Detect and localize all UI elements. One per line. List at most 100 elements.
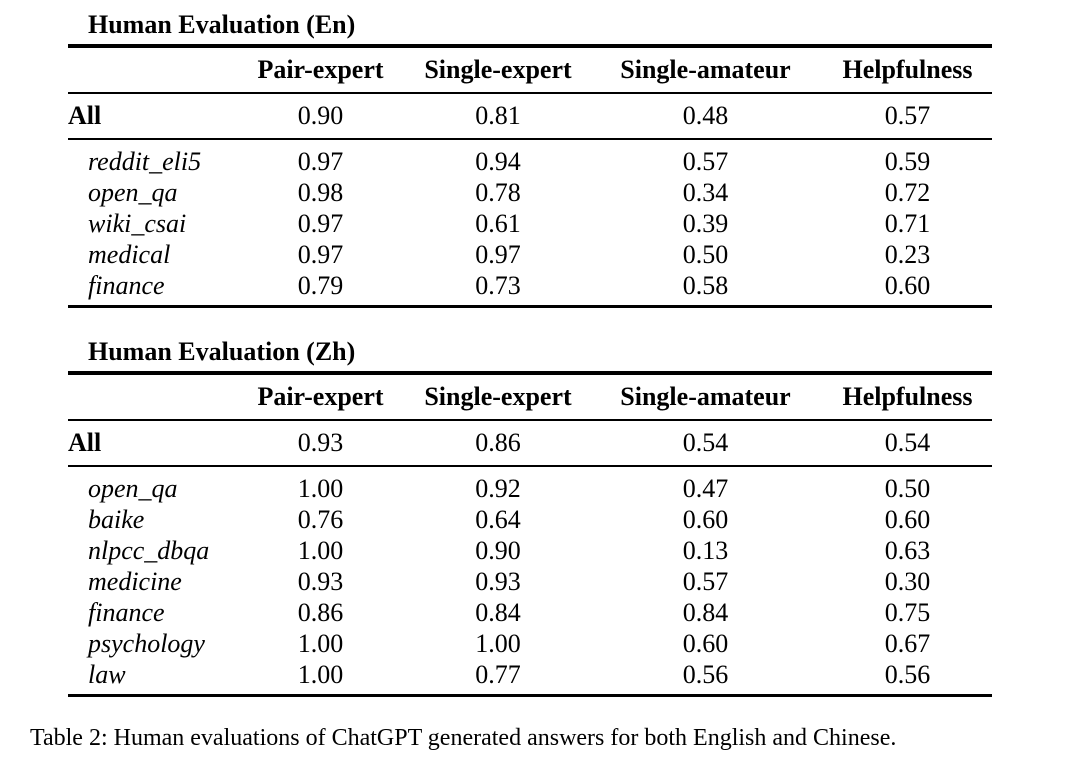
cell-value: 0.60 (884, 271, 931, 300)
row-label: finance (88, 598, 165, 627)
table-row: law 1.00 0.77 0.56 0.56 (68, 659, 992, 696)
row-label: All (68, 93, 233, 140)
row-label: open_qa (88, 178, 178, 207)
table-row: psychology 1.00 1.00 0.60 0.67 (68, 628, 992, 659)
cell-value: 0.30 (884, 567, 931, 596)
cell-value: 1.00 (475, 629, 521, 658)
cell-value: 0.60 (682, 505, 729, 534)
cell-value: 0.63 (884, 536, 931, 565)
cell-value: 0.97 (297, 209, 344, 238)
cell-value: 0.61 (475, 209, 521, 238)
cell-value: 0.48 (588, 93, 823, 140)
cell-value: 0.86 (408, 420, 588, 467)
human-eval-zh-section: Human Evaluation (Zh) Pair-expert Single-… (68, 337, 992, 697)
cell-value: 0.75 (884, 598, 931, 627)
column-header: Pair-expert (233, 46, 408, 94)
table-header: Pair-expert Single-expert Single-amateur He… (68, 373, 992, 421)
table-row: nlpcc_dbqa 1.00 0.90 0.13 0.63 (68, 535, 992, 566)
table-row: wiki_csai 0.97 0.61 0.39 0.71 (68, 208, 992, 239)
cell-value: 0.50 (884, 474, 931, 503)
column-header: Single-amateur (588, 373, 823, 421)
cell-value: 0.56 (884, 660, 931, 689)
cell-value: 0.50 (682, 240, 729, 269)
row-label: baike (88, 505, 145, 534)
row-label: medical (88, 240, 171, 269)
cell-value: 0.23 (884, 240, 931, 269)
cell-value: 0.84 (682, 598, 729, 627)
table-row: reddit_eli5 0.97 0.94 0.57 0.59 (68, 139, 992, 177)
cell-value: 0.71 (884, 209, 931, 238)
table-row: finance 0.86 0.84 0.84 0.75 (68, 597, 992, 628)
table-row: open_qa 1.00 0.92 0.47 0.50 (68, 466, 992, 504)
cell-value: 0.54 (588, 420, 823, 467)
column-header: Pair-expert (233, 373, 408, 421)
cell-value: 1.00 (297, 629, 344, 658)
row-label: nlpcc_dbqa (88, 536, 210, 565)
cell-value: 0.72 (884, 178, 931, 207)
cell-value: 1.00 (297, 660, 344, 689)
cell-value: 0.94 (475, 147, 521, 176)
cell-value: 0.57 (682, 567, 729, 596)
data-rows-body: reddit_eli5 0.97 0.94 0.57 0.59 open_qa 0.98 0.… (68, 139, 992, 307)
cell-value: 0.67 (884, 629, 931, 658)
row-label: medicine (88, 567, 182, 596)
table-row: medical 0.97 0.97 0.50 0.23 (68, 239, 992, 270)
row-label: law (88, 660, 126, 689)
cell-value: 0.47 (682, 474, 729, 503)
cell-value: 0.97 (475, 240, 521, 269)
cell-value: 1.00 (297, 474, 344, 503)
cell-value: 1.00 (297, 536, 344, 565)
row-label: wiki_csai (88, 209, 187, 238)
cell-value: 0.90 (233, 93, 408, 140)
header-row: Pair-expert Single-expert Single-amateur He… (68, 373, 992, 421)
all-row: All 0.93 0.86 0.54 0.54 (68, 420, 992, 467)
row-label-header (68, 373, 233, 421)
cell-value: 0.92 (475, 474, 521, 503)
cell-value: 0.73 (475, 271, 521, 300)
table-row: baike 0.76 0.64 0.60 0.60 (68, 504, 992, 535)
cell-value: 0.79 (297, 271, 344, 300)
cell-value: 0.97 (297, 240, 344, 269)
human-eval-en-table: Pair-expert Single-expert Single-amateur He… (68, 44, 992, 308)
human-eval-en-section: Human Evaluation (En) Pair-expert Single-… (68, 10, 992, 308)
table-header: Pair-expert Single-expert Single-amateur He… (68, 46, 992, 94)
table-row: open_qa 0.98 0.78 0.34 0.72 (68, 177, 992, 208)
human-eval-zh-table: Pair-expert Single-expert Single-amateur He… (68, 371, 992, 697)
cell-value: 0.81 (408, 93, 588, 140)
column-header: Single-amateur (588, 46, 823, 94)
column-header: Helpfulness (823, 373, 992, 421)
cell-value: 0.54 (823, 420, 992, 467)
cell-value: 0.59 (884, 147, 931, 176)
all-row: All 0.90 0.81 0.48 0.57 (68, 93, 992, 140)
cell-value: 0.56 (682, 660, 729, 689)
column-header: Helpfulness (823, 46, 992, 94)
table-row: finance 0.79 0.73 0.58 0.60 (68, 270, 992, 307)
cell-value: 0.39 (682, 209, 729, 238)
table-row: medicine 0.93 0.93 0.57 0.30 (68, 566, 992, 597)
cell-value: 0.78 (475, 178, 521, 207)
cell-value: 0.13 (682, 536, 729, 565)
cell-value: 0.97 (297, 147, 344, 176)
cell-value: 0.90 (475, 536, 521, 565)
all-row-body: All 0.90 0.81 0.48 0.57 (68, 93, 992, 140)
cell-value: 0.57 (823, 93, 992, 140)
cell-value: 0.93 (475, 567, 521, 596)
column-header: Single-expert (408, 373, 588, 421)
header-row: Pair-expert Single-expert Single-amateur He… (68, 46, 992, 94)
cell-value: 0.86 (297, 598, 344, 627)
cell-value: 0.76 (297, 505, 344, 534)
cell-value: 0.60 (884, 505, 931, 534)
row-label: reddit_eli5 (88, 147, 202, 176)
row-label: finance (88, 271, 165, 300)
row-label: open_qa (88, 474, 178, 503)
cell-value: 0.93 (297, 567, 344, 596)
cell-value: 0.93 (233, 420, 408, 467)
cell-value: 0.98 (297, 178, 344, 207)
cell-value: 0.64 (475, 505, 521, 534)
all-row-body: All 0.93 0.86 0.54 0.54 (68, 420, 992, 467)
data-rows-body: open_qa 1.00 0.92 0.47 0.50 baike 0.76 0.64 0.60… (68, 466, 992, 696)
table-caption: Table 2: Human evaluations of ChatGPT ge… (30, 725, 897, 751)
cell-value: 0.34 (682, 178, 729, 207)
cell-value: 0.77 (475, 660, 521, 689)
cell-value: 0.57 (682, 147, 729, 176)
